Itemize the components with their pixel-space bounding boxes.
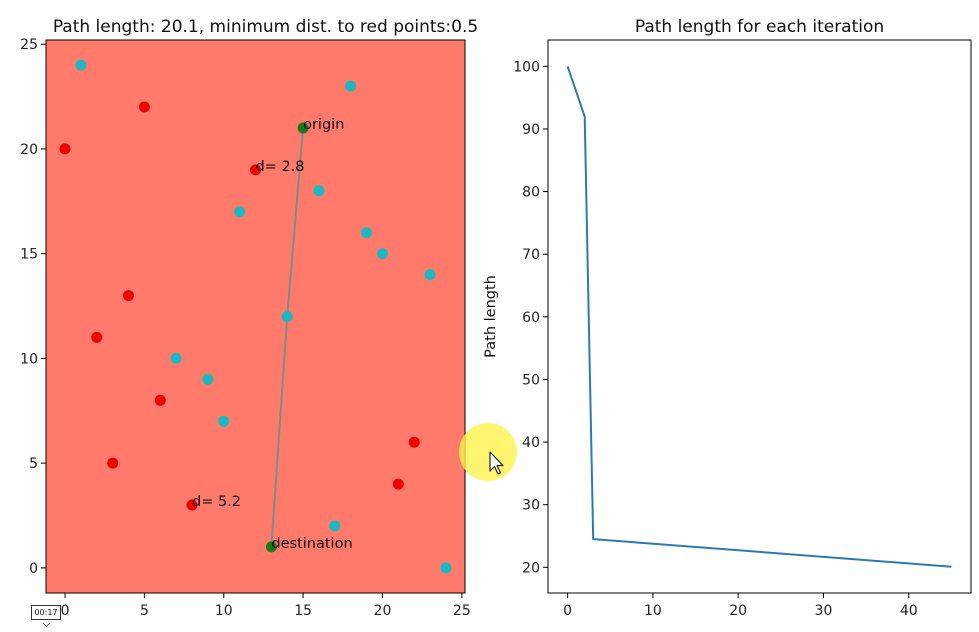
- cyan-point: [202, 373, 214, 385]
- scatter-x-axis: 0 5 10 15 20 25: [61, 593, 471, 619]
- cyan-point: [234, 206, 246, 218]
- y-tick-label: 80: [522, 185, 540, 201]
- cyan-point: [170, 352, 182, 364]
- x-tick-label: 15: [294, 603, 312, 619]
- red-point: [408, 436, 420, 448]
- scatter-y-axis: 0 5 10 15 20 25: [20, 37, 46, 577]
- cyan-point: [345, 80, 357, 92]
- red-point: [91, 331, 103, 343]
- scatter-chart: Path length: 20.1, minimum dist. to red …: [20, 17, 478, 619]
- y-tick-label: 0: [29, 561, 38, 577]
- scatter-points: [59, 59, 452, 574]
- x-tick-label: 10: [644, 603, 662, 619]
- y-tick-label: 20: [20, 142, 38, 158]
- y-tick-label: 70: [522, 247, 540, 263]
- x-tick-label: 5: [140, 603, 149, 619]
- point-annotation: d= 5.2: [192, 494, 241, 510]
- x-tick-label: 20: [729, 603, 747, 619]
- x-tick-label: 10: [215, 603, 233, 619]
- line-series-group: [566, 65, 952, 568]
- point-annotation: destination: [271, 536, 352, 552]
- red-point: [138, 101, 150, 113]
- cyan-point: [281, 311, 293, 322]
- cyan-point: [313, 185, 325, 197]
- point-annotation: d= 2.8: [256, 159, 305, 175]
- line-chart: Path length for each iteration 0 10 20 30 40…: [483, 17, 972, 619]
- x-tick-label: 0: [563, 603, 572, 619]
- x-tick-label: 25: [453, 603, 471, 619]
- red-point: [59, 143, 71, 155]
- green-point: [297, 122, 309, 134]
- cyan-point: [329, 520, 341, 532]
- y-tick-label: 50: [522, 372, 540, 388]
- y-tick-label: 20: [522, 560, 540, 576]
- y-tick-label: 30: [522, 498, 540, 514]
- x-tick-label: 40: [900, 603, 918, 619]
- x-tick-label: 20: [374, 603, 392, 619]
- scatter-chart-title: Path length: 20.1, minimum dist. to red …: [53, 17, 478, 37]
- red-point: [250, 164, 261, 176]
- point-annotations: origin d= 2.8 d= 5.2 destination: [192, 117, 353, 552]
- y-tick-label: 60: [522, 310, 540, 326]
- cyan-point: [377, 248, 388, 260]
- x-tick-label: 0: [61, 603, 70, 619]
- point-annotation: origin: [303, 117, 344, 133]
- mouse-pointer-icon: [489, 451, 504, 475]
- cyan-point: [361, 227, 373, 239]
- green-point: [265, 541, 277, 553]
- cyan-point: [218, 415, 230, 427]
- line-chart-title: Path length for each iteration: [635, 17, 884, 37]
- line-plot-frame: [547, 39, 972, 594]
- red-point: [392, 478, 404, 490]
- cyan-point: [75, 59, 87, 71]
- red-point: [186, 499, 198, 511]
- video-timestamp-badge: 00:17: [31, 605, 61, 620]
- y-tick-label: 5: [29, 456, 38, 472]
- cyan-point: [424, 269, 436, 281]
- line-chart-y-axis-label: Path length: [483, 275, 499, 358]
- path-length-series-line: [566, 65, 952, 568]
- y-tick-label: 15: [20, 247, 38, 263]
- y-tick-label: 40: [522, 435, 540, 451]
- line-x-axis: 0 10 20 30 40: [563, 593, 918, 619]
- scatter-plot-background: [46, 40, 465, 593]
- scatter-plot-frame: [45, 39, 466, 594]
- cyan-point: [440, 562, 452, 574]
- y-tick-label: 100: [513, 59, 540, 75]
- red-point: [107, 457, 119, 469]
- y-tick-label: 10: [20, 351, 38, 367]
- y-tick-label: 90: [522, 122, 540, 138]
- red-point: [154, 394, 166, 406]
- x-tick-label: 30: [815, 603, 833, 619]
- cursor-highlight: [459, 423, 517, 481]
- red-point: [123, 290, 134, 302]
- line-y-axis: 20 30 40 50 60 70 80 90 100: [513, 59, 548, 576]
- y-tick-label: 25: [20, 37, 38, 53]
